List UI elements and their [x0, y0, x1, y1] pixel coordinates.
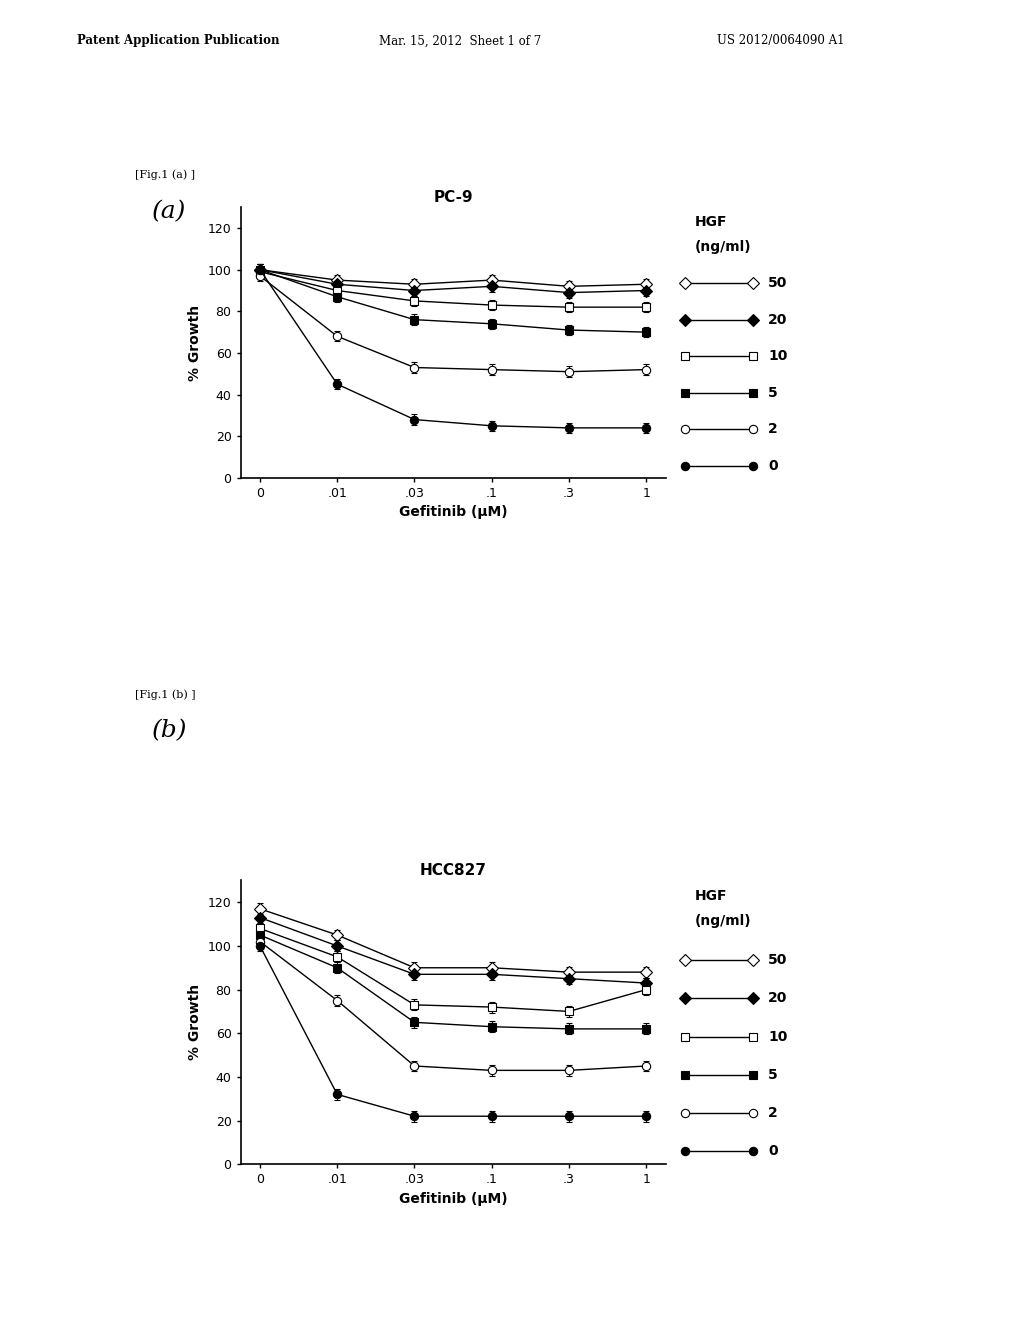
- Text: 20: 20: [768, 313, 787, 326]
- Title: HCC827: HCC827: [420, 863, 486, 878]
- Y-axis label: % Growth: % Growth: [188, 305, 202, 380]
- Text: 50: 50: [768, 276, 787, 290]
- Text: (a): (a): [152, 201, 186, 223]
- Text: 10: 10: [768, 1030, 787, 1044]
- Text: 5: 5: [768, 1068, 778, 1082]
- Text: Patent Application Publication: Patent Application Publication: [77, 34, 280, 48]
- Text: 0: 0: [768, 1144, 777, 1159]
- Text: HGF: HGF: [694, 215, 727, 230]
- Text: Mar. 15, 2012  Sheet 1 of 7: Mar. 15, 2012 Sheet 1 of 7: [379, 34, 541, 48]
- Text: (ng/ml): (ng/ml): [694, 915, 751, 928]
- Text: 5: 5: [768, 385, 778, 400]
- Text: 2: 2: [768, 1106, 778, 1121]
- Text: (b): (b): [152, 719, 187, 742]
- Title: PC-9: PC-9: [433, 190, 473, 205]
- Text: US 2012/0064090 A1: US 2012/0064090 A1: [717, 34, 845, 48]
- Text: 20: 20: [768, 991, 787, 1006]
- Text: HGF: HGF: [694, 888, 727, 903]
- Y-axis label: % Growth: % Growth: [188, 985, 202, 1060]
- Text: (ng/ml): (ng/ml): [694, 240, 751, 253]
- Text: [Fig.1 (a) ]: [Fig.1 (a) ]: [135, 169, 196, 180]
- Text: 2: 2: [768, 422, 778, 436]
- Text: 50: 50: [768, 953, 787, 968]
- Text: 10: 10: [768, 348, 787, 363]
- Text: 0: 0: [768, 458, 777, 473]
- X-axis label: Gefitinib (μM): Gefitinib (μM): [398, 1192, 508, 1206]
- X-axis label: Gefitinib (μM): Gefitinib (μM): [398, 506, 508, 520]
- Text: [Fig.1 (b) ]: [Fig.1 (b) ]: [135, 689, 196, 700]
